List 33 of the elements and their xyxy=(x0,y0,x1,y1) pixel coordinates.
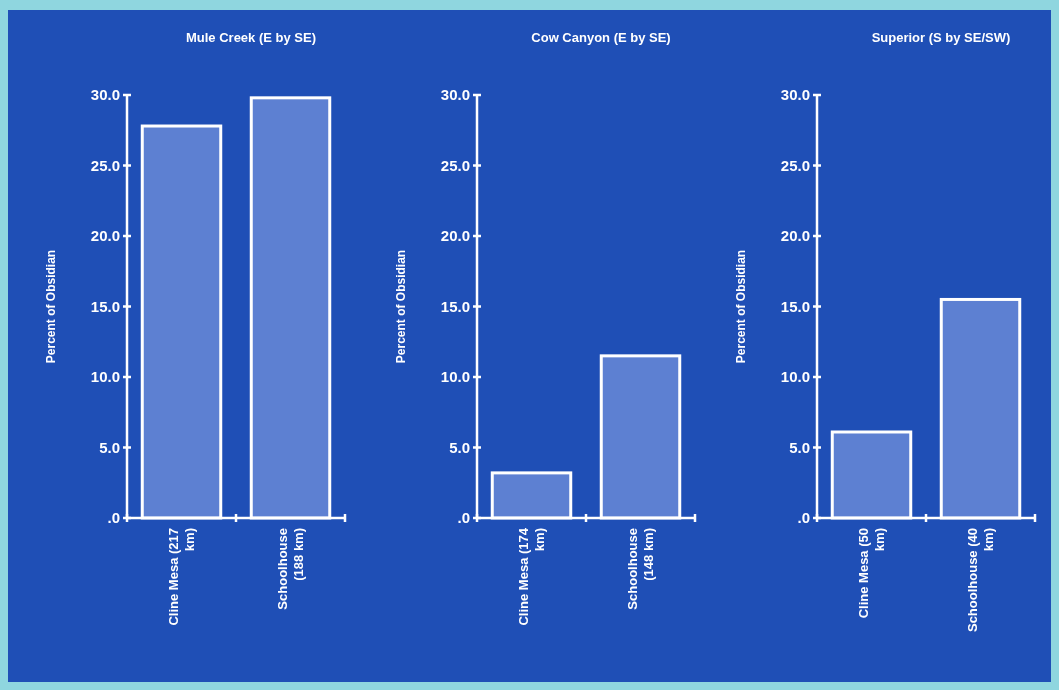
y-axis-title: Percent of Obsidian xyxy=(394,249,408,364)
y-tick-label: 30.0 xyxy=(90,86,120,104)
y-tick-label: 20.0 xyxy=(780,227,810,245)
y-tick-label: 15.0 xyxy=(780,297,810,315)
y-tick-label: .0 xyxy=(797,509,810,527)
y-tick-label: 10.0 xyxy=(440,368,470,386)
y-tick-label: 25.0 xyxy=(440,156,470,174)
y-tick-label: 10.0 xyxy=(780,368,810,386)
x-tick-label: Schoolhouse (188 km) xyxy=(275,528,307,610)
y-axis-title: Percent of Obsidian xyxy=(734,249,748,364)
y-tick-label: 25.0 xyxy=(780,156,810,174)
y-tick-label: 25.0 xyxy=(90,156,120,174)
y-tick-label: 15.0 xyxy=(90,297,120,315)
x-tick-label: Schoolhouse (40 km) xyxy=(965,528,997,633)
y-tick-label: 20.0 xyxy=(440,227,470,245)
x-tick-label: Cline Mesa (217 km) xyxy=(166,528,198,626)
y-tick-label: .0 xyxy=(107,509,120,527)
x-tick-label: Cline Mesa (174 km) xyxy=(516,527,548,626)
y-tick-label: .0 xyxy=(457,509,470,527)
y-axis-title: Percent of Obsidian xyxy=(44,249,58,364)
y-tick-label: 5.0 xyxy=(99,438,120,456)
y-tick-label: 20.0 xyxy=(90,227,120,245)
y-tick-label: 15.0 xyxy=(440,297,470,315)
y-tick-label: 10.0 xyxy=(90,368,120,386)
chart-title: Cow Canyon (E by SE) xyxy=(531,30,671,45)
y-tick-label: 5.0 xyxy=(789,438,810,456)
y-tick-label: 5.0 xyxy=(449,438,470,456)
chart-title: Mule Creek (E by SE) xyxy=(185,30,317,45)
y-tick-label: 30.0 xyxy=(440,86,470,104)
y-tick-label: 30.0 xyxy=(780,86,810,104)
chart-title: Superior (S by SE/SW) xyxy=(871,30,1011,45)
x-tick-label: Schoolhouse (148 km) xyxy=(625,528,657,610)
x-tick-label: Cline Mesa (50 km) xyxy=(856,528,888,619)
